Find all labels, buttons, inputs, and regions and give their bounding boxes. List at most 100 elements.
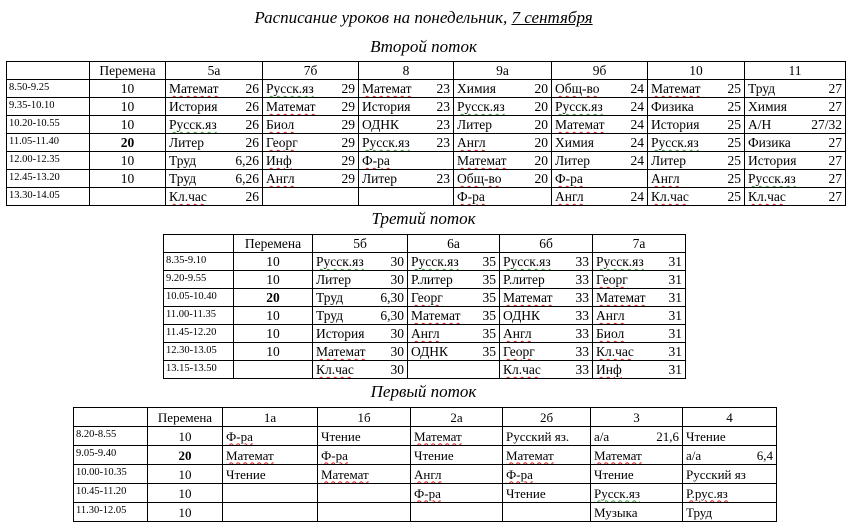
lesson-cell: Биол 29: [262, 115, 359, 134]
lesson-cell: Литер 30: [312, 270, 408, 289]
lesson-cell: Кл.час 25: [647, 187, 745, 206]
lesson-cell: Чтение: [410, 445, 503, 465]
subject: ОДНК: [362, 117, 400, 132]
lesson-cell: Р.рус.яз: [682, 483, 777, 503]
break-header: Перемена: [89, 61, 166, 80]
subject: Чтение: [414, 447, 454, 463]
lesson-cell: Математ 24: [551, 115, 648, 134]
subject: Математ: [555, 117, 605, 132]
lesson-time: 8.35-9.10: [163, 252, 234, 271]
subject: Англ: [266, 171, 295, 186]
subject: Англ: [414, 466, 442, 482]
break-minutes: 10: [89, 97, 166, 116]
lesson-cell: Труд 27: [744, 79, 846, 98]
lesson-cell: Кл.час 26: [165, 187, 263, 206]
subject: Чтение: [686, 428, 726, 444]
room: 30: [390, 344, 405, 359]
lesson-cell: Кл.час 33: [499, 360, 593, 379]
class-header: 1а: [222, 407, 318, 427]
lesson-cell: Англ: [410, 464, 503, 484]
lesson-cell: Труд 6,26: [165, 169, 263, 188]
lesson-cell: Ф-ра: [502, 464, 591, 484]
lesson-cell: [502, 502, 591, 522]
lesson-cell: История 25: [647, 115, 745, 134]
class-header: 6б: [499, 234, 593, 253]
lesson-cell: Труд 6,30: [312, 288, 408, 307]
lesson-cell: а/а 6,4: [682, 445, 777, 465]
lesson-time: 8.50-9.25: [6, 79, 90, 98]
table-row: 13.15-13.50 Кл.час 30 Кл.час 33 Инф 31: [163, 360, 686, 379]
lesson-cell: Физика 25: [647, 97, 745, 116]
lesson-cell: Литер 26: [165, 133, 263, 152]
lesson-cell: Труд 6,26: [165, 151, 263, 170]
lesson-cell: Математ: [222, 445, 318, 465]
room: 27: [828, 189, 843, 204]
room: 33: [575, 254, 590, 269]
subject: Чтение: [321, 428, 361, 444]
subject: Чтение: [226, 466, 266, 482]
room: 29: [341, 99, 356, 114]
lesson-time: 9.35-10.10: [6, 97, 90, 116]
room: 6,26: [235, 171, 259, 186]
table-row: 12.45-13.20 10 Труд 6,26 Англ 29 Литер 23 Общ-во…: [6, 169, 846, 188]
subject: История: [748, 153, 797, 168]
room: 35: [482, 326, 497, 341]
lesson-cell: Ф-ра: [453, 187, 552, 206]
room: 27: [828, 171, 843, 186]
stream-heading-2: Второй поток: [370, 37, 477, 56]
lesson-time: 13.30-14.05: [6, 187, 90, 206]
lesson-cell: Русск.яз 20: [453, 97, 552, 116]
lesson-cell: Математ: [590, 445, 683, 465]
lesson-cell: Георг 35: [407, 288, 500, 307]
lesson-time: 12.00-12.35: [6, 151, 90, 170]
subject: Математ: [594, 447, 642, 463]
room: 35: [482, 308, 497, 323]
lesson-cell: Ф-ра: [358, 151, 454, 170]
table-row: 11.05-11.40 20 Литер 26 Георг 29 Русск.яз 23 Анг…: [6, 133, 846, 152]
subject: Инф: [266, 153, 292, 168]
room: 20: [534, 117, 549, 132]
lesson-time: 10.00-10.35: [73, 464, 148, 484]
schedule-table-stream-1: Перемена 1а 1б 2а 2б 3 4 8.20-8.55 10 Ф-ра Чтение М…: [73, 407, 777, 522]
lesson-cell: ОДНК 35: [407, 342, 500, 361]
subject: Ф-ра: [362, 153, 390, 168]
lesson-cell: Англ 31: [592, 306, 686, 325]
lesson-cell: Р.литер 33: [499, 270, 593, 289]
room: 33: [575, 272, 590, 287]
class-header: 5а: [165, 61, 263, 80]
subject: Математ: [596, 290, 646, 305]
subject: ОДНК: [503, 308, 541, 323]
subject: Георг: [411, 290, 443, 305]
room: 23: [436, 81, 451, 96]
room: 30: [390, 254, 405, 269]
lesson-time: 8.20-8.55: [73, 426, 148, 446]
room: 6,4: [756, 447, 773, 463]
subject: Георг: [266, 135, 298, 150]
room: 20: [534, 153, 549, 168]
lesson-cell: Англ 20: [453, 133, 552, 152]
subject: Р.литер: [503, 272, 545, 287]
lesson-cell: Музыка: [590, 502, 683, 522]
subject: Труд: [316, 290, 344, 305]
subject: Англ: [596, 308, 625, 323]
class-header: 1б: [317, 407, 411, 427]
subject: Русск.яз: [594, 485, 640, 501]
subject: Физика: [651, 99, 694, 114]
table-row: 11.45-12.20 10 История 30 Англ 35 Англ 33 Биол 31: [163, 324, 686, 343]
room: 27: [828, 153, 843, 168]
lesson-cell: Инф 31: [592, 360, 686, 379]
room: 23: [436, 99, 451, 114]
subject: Физика: [748, 135, 791, 150]
lesson-cell: Англ 29: [262, 169, 359, 188]
class-header: 6а: [407, 234, 500, 253]
subject: Труд: [169, 171, 197, 186]
table-row: 10.20-10.55 10 Русск.яз 26 Биол 29 ОДНК 23 Литер…: [6, 115, 846, 134]
lesson-cell: Англ 35: [407, 324, 500, 343]
break-minutes: 10: [147, 502, 223, 522]
subject: История: [651, 117, 700, 132]
subject: Чтение: [594, 466, 634, 482]
room: 35: [482, 272, 497, 287]
table-row: 10.00-10.35 10 Чтение Математ Англ Ф-ра Чтение…: [73, 464, 777, 484]
subject: Русск.яз: [651, 135, 699, 150]
lesson-time: 12.45-13.20: [6, 169, 90, 188]
